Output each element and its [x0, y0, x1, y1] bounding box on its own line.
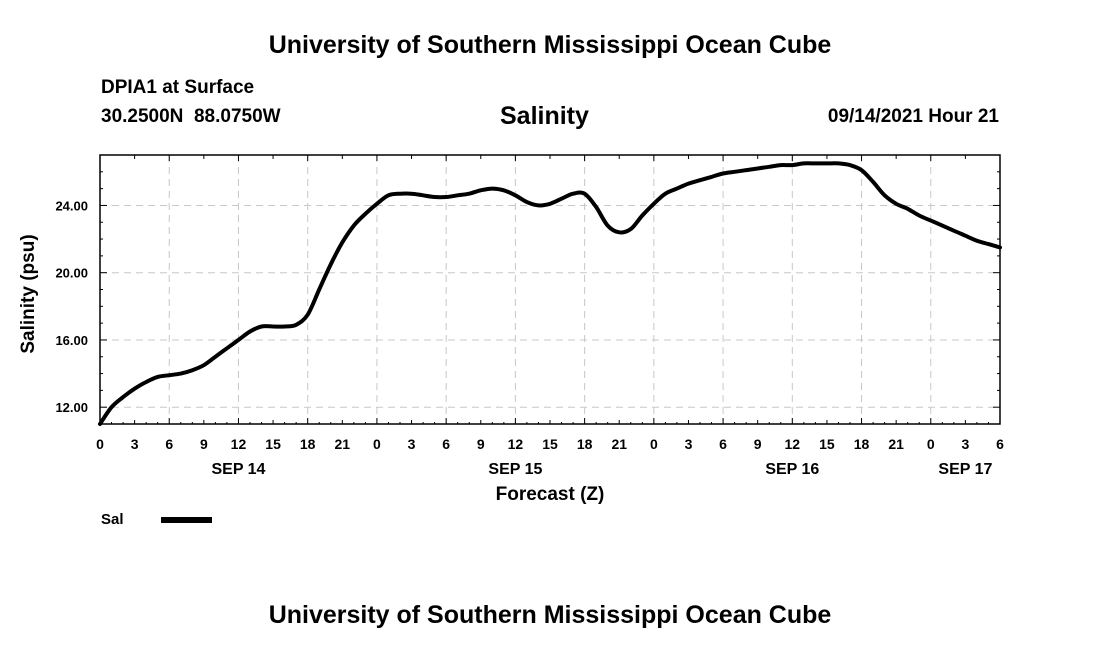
- x-tick-label: 15: [819, 436, 835, 452]
- x-tick-label: 0: [373, 436, 381, 452]
- legend-label: Sal: [101, 511, 124, 528]
- series-line-sal: [98, 161, 1002, 426]
- x-tick-label: 12: [508, 436, 524, 452]
- x-tick-label: 18: [300, 436, 316, 452]
- x-tick-label: 6: [442, 436, 450, 452]
- station-label: DPIA1 at Surface: [101, 77, 255, 98]
- y-tick-label: 12.00: [55, 400, 88, 415]
- bottom-title: University of Southern Mississippi Ocean…: [268, 601, 832, 629]
- y-tick-label: 20.00: [55, 266, 88, 281]
- coordinates-label: 30.2500N 88.0750W: [101, 106, 281, 127]
- date-label: SEP 17: [938, 461, 992, 478]
- date-label: SEP 14: [211, 461, 265, 478]
- x-tick-label: 9: [477, 436, 485, 452]
- x-tick-label: 9: [754, 436, 762, 452]
- x-tick-label: 6: [996, 436, 1004, 452]
- series-layer: [98, 161, 1002, 426]
- tick-marks: [99, 154, 1001, 425]
- x-tick-label: 15: [265, 436, 281, 452]
- x-tick-label: 12: [231, 436, 247, 452]
- x-tick-label: 3: [408, 436, 416, 452]
- x-tick-label: 15: [542, 436, 558, 452]
- x-tick-label: 6: [165, 436, 173, 452]
- top-title: University of Southern Mississippi Ocean…: [268, 31, 832, 59]
- x-tick-label: 21: [611, 436, 627, 452]
- x-tick-label: 6: [719, 436, 727, 452]
- date-label: SEP 15: [488, 461, 542, 478]
- x-tick-label: 0: [650, 436, 658, 452]
- tick-labels: 0 3 6 9 12 15 18 21 0 3 6 9 12 15 18 21 0 3 6 9 12 15 18 21 0 3 6S…: [55, 198, 1004, 478]
- chart-title: Salinity: [500, 102, 589, 130]
- x-tick-label: 21: [888, 436, 904, 452]
- x-tick-label: 0: [96, 436, 104, 452]
- date-label: SEP 16: [765, 461, 819, 478]
- datetime-label: 09/14/2021 Hour 21: [827, 106, 999, 127]
- x-tick-label: 12: [785, 436, 801, 452]
- grid-lines: [100, 155, 1000, 424]
- x-tick-label: 3: [961, 436, 969, 452]
- y-tick-label: 16.00: [55, 333, 88, 348]
- x-tick-label: 18: [854, 436, 870, 452]
- x-tick-label: 21: [335, 436, 351, 452]
- y-axis-title: Salinity (psu): [18, 234, 39, 353]
- y-tick-label: 24.00: [55, 198, 88, 213]
- x-tick-label: 18: [577, 436, 593, 452]
- x-axis-title: Forecast (Z): [496, 484, 605, 505]
- plot-frame: [99, 154, 1001, 425]
- x-tick-label: 3: [131, 436, 139, 452]
- x-tick-label: 0: [927, 436, 935, 452]
- x-tick-label: 3: [685, 436, 693, 452]
- x-tick-label: 9: [200, 436, 208, 452]
